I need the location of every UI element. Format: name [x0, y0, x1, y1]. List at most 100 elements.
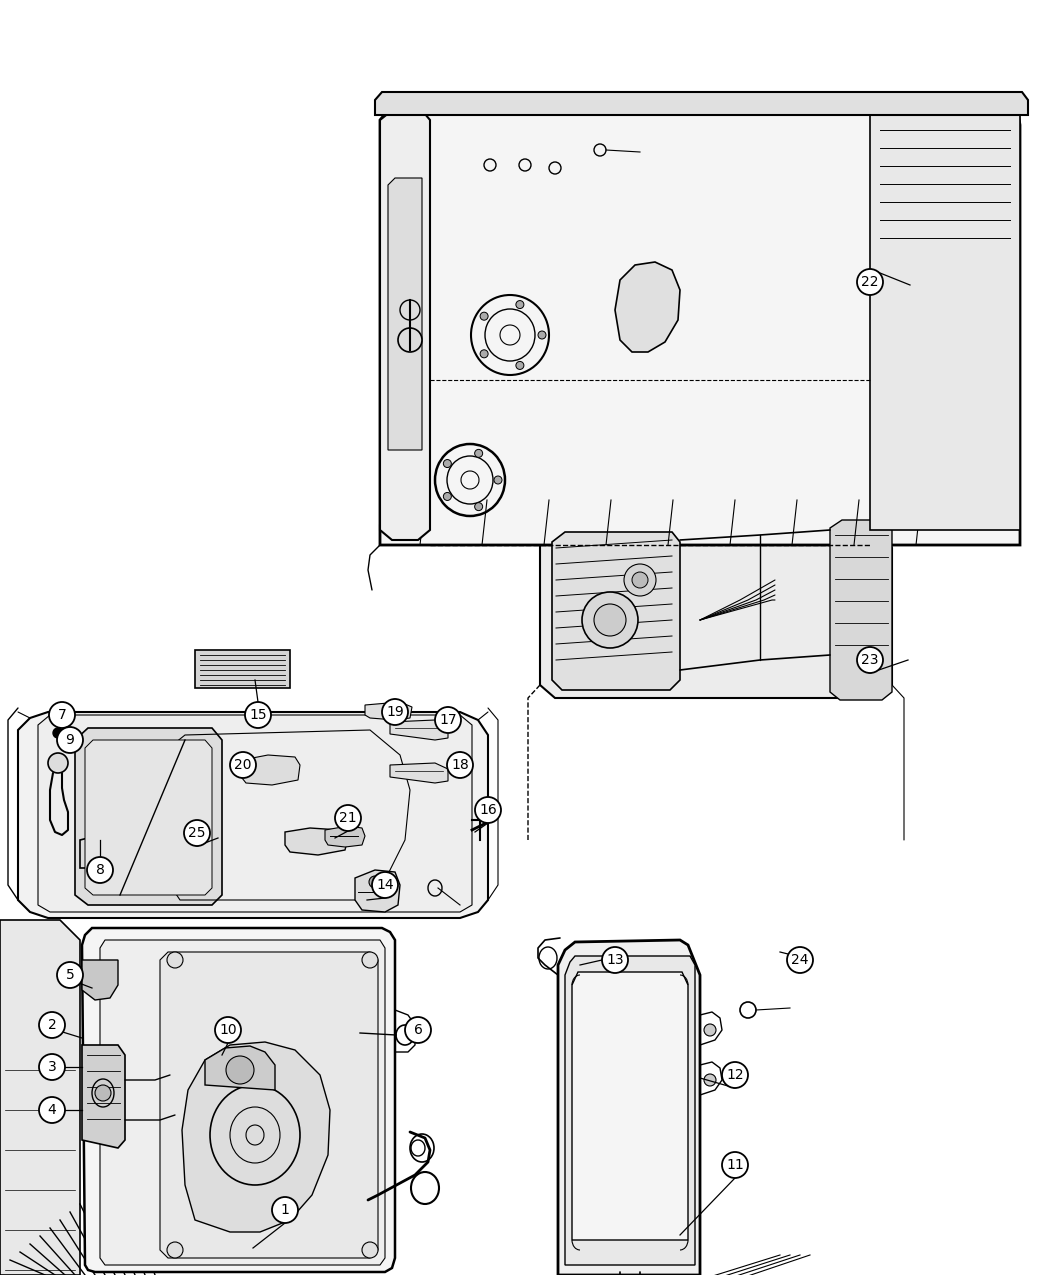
Text: 12: 12 [727, 1068, 743, 1082]
Circle shape [167, 952, 183, 968]
Circle shape [87, 857, 113, 884]
Circle shape [215, 1017, 242, 1043]
Circle shape [39, 1054, 65, 1080]
Circle shape [226, 1056, 254, 1084]
Circle shape [57, 727, 83, 754]
Circle shape [57, 963, 83, 988]
Circle shape [49, 703, 75, 728]
Text: 24: 24 [792, 952, 809, 966]
Circle shape [632, 572, 648, 588]
Circle shape [39, 1096, 65, 1123]
Polygon shape [390, 762, 448, 783]
Text: 13: 13 [606, 952, 624, 966]
Text: 14: 14 [376, 878, 394, 892]
Polygon shape [552, 532, 680, 690]
Text: 10: 10 [219, 1023, 237, 1037]
Circle shape [443, 492, 452, 501]
Polygon shape [870, 108, 1020, 530]
Circle shape [480, 349, 488, 358]
Circle shape [362, 952, 378, 968]
Circle shape [184, 820, 210, 847]
Circle shape [538, 332, 546, 339]
Circle shape [582, 592, 638, 648]
Polygon shape [75, 728, 222, 905]
Circle shape [48, 754, 68, 773]
Text: 18: 18 [452, 759, 469, 771]
Circle shape [362, 1242, 378, 1258]
Text: 4: 4 [47, 1103, 57, 1117]
Polygon shape [0, 921, 80, 1275]
Polygon shape [182, 1042, 330, 1232]
Polygon shape [375, 92, 1028, 115]
Polygon shape [380, 102, 1020, 544]
Text: 9: 9 [65, 733, 75, 747]
Circle shape [435, 708, 461, 733]
Circle shape [475, 797, 501, 822]
Circle shape [167, 1242, 183, 1258]
Circle shape [369, 876, 381, 887]
Polygon shape [572, 972, 688, 1241]
Text: 21: 21 [339, 811, 357, 825]
Text: 20: 20 [234, 759, 252, 771]
Circle shape [788, 947, 813, 973]
Circle shape [94, 1085, 111, 1102]
Circle shape [400, 300, 420, 320]
Circle shape [602, 947, 628, 973]
Circle shape [52, 728, 63, 738]
Polygon shape [558, 940, 700, 1275]
Circle shape [594, 604, 626, 636]
Polygon shape [365, 703, 412, 720]
Polygon shape [195, 650, 290, 688]
Circle shape [39, 1012, 65, 1038]
Polygon shape [160, 952, 378, 1258]
Text: 15: 15 [249, 708, 267, 722]
Polygon shape [38, 715, 473, 912]
Polygon shape [380, 500, 1010, 544]
Circle shape [704, 1024, 716, 1037]
Text: 19: 19 [386, 705, 404, 719]
Circle shape [722, 1062, 748, 1088]
Text: 6: 6 [414, 1023, 422, 1037]
Circle shape [475, 449, 483, 458]
Polygon shape [380, 108, 430, 541]
Polygon shape [390, 720, 448, 739]
Circle shape [704, 1074, 716, 1086]
Text: 17: 17 [439, 713, 457, 727]
Circle shape [372, 872, 398, 898]
Polygon shape [82, 928, 395, 1272]
Polygon shape [355, 870, 400, 912]
Text: 8: 8 [96, 863, 104, 877]
Circle shape [382, 699, 408, 725]
Text: 2: 2 [47, 1017, 57, 1031]
Circle shape [475, 502, 483, 510]
Text: 16: 16 [479, 803, 497, 817]
Circle shape [516, 361, 524, 370]
Text: 11: 11 [727, 1158, 743, 1172]
Polygon shape [242, 755, 300, 785]
Polygon shape [100, 940, 385, 1265]
Circle shape [516, 301, 524, 309]
Text: 3: 3 [47, 1060, 57, 1074]
Text: 5: 5 [65, 968, 75, 982]
Circle shape [245, 703, 271, 728]
Text: 25: 25 [188, 826, 206, 840]
Circle shape [443, 459, 452, 468]
Text: 22: 22 [861, 275, 879, 289]
Circle shape [447, 752, 473, 778]
Text: 7: 7 [58, 708, 66, 722]
Circle shape [857, 646, 883, 673]
Circle shape [398, 328, 422, 352]
Circle shape [722, 1153, 748, 1178]
Polygon shape [82, 1046, 125, 1148]
Polygon shape [326, 826, 365, 847]
Circle shape [230, 752, 256, 778]
Polygon shape [285, 827, 348, 856]
Polygon shape [830, 520, 892, 700]
Text: 23: 23 [861, 653, 879, 667]
Polygon shape [540, 525, 892, 697]
Polygon shape [85, 740, 212, 895]
Text: 1: 1 [280, 1204, 290, 1218]
Circle shape [624, 564, 656, 595]
Polygon shape [82, 960, 118, 1000]
Polygon shape [388, 179, 422, 450]
